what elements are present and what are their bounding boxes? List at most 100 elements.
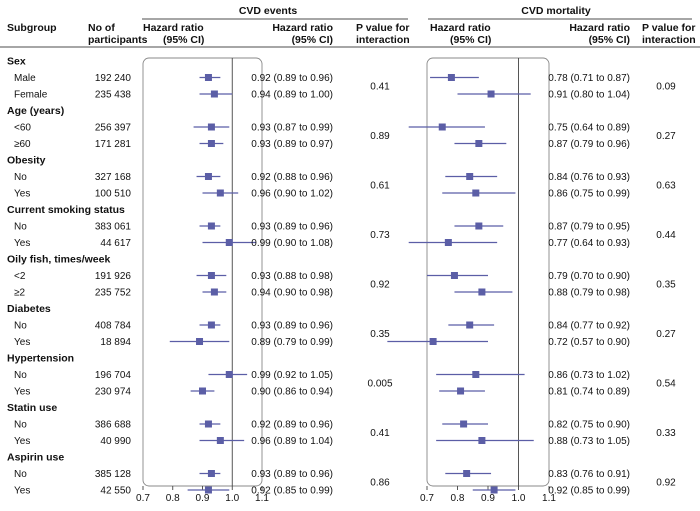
point-mortality-sex-female xyxy=(487,90,495,98)
point-events-age-years-60 xyxy=(207,123,215,131)
x-tick-label-mortality-0-9: 0.9 xyxy=(481,493,495,504)
header-hr-text-mortality-2: (95% CI) xyxy=(589,34,630,46)
hr-text-mortality-oily-fish-times-week-2: 0.79 (0.70 to 0.90) xyxy=(548,271,630,282)
point-events-obesity-no xyxy=(204,173,212,180)
group-label-statin-use: Statin use xyxy=(7,402,57,414)
point-mortality-oily-fish-times-week-2 xyxy=(450,272,458,279)
hr-text-events-age-years-60: 0.93 (0.87 to 0.99) xyxy=(251,123,333,134)
plot-frame-mortality xyxy=(426,57,550,487)
header-hr-plot-mortality-1: Hazard ratio xyxy=(430,22,491,34)
participants-statin-use-no: 386 688 xyxy=(95,420,132,431)
participants-aspirin-use-yes: 42 550 xyxy=(100,486,131,497)
participants-obesity-no: 327 168 xyxy=(95,172,132,183)
p-interaction-mortality-oily-fish-times-week: 0.35 xyxy=(656,279,676,290)
group-label-diabetes: Diabetes xyxy=(7,303,51,315)
point-mortality-age-years-60 xyxy=(438,123,446,131)
row-label-obesity-yes: Yes xyxy=(14,189,30,200)
hr-text-mortality-diabetes-yes: 0.72 (0.57 to 0.90) xyxy=(548,337,630,348)
participants-sex-male: 192 240 xyxy=(95,73,132,84)
x-tick-label-mortality-0-7: 0.7 xyxy=(420,493,434,504)
hr-text-mortality-age-years-60: 0.87 (0.79 to 0.96) xyxy=(548,139,630,150)
hr-text-events-oily-fish-times-week-2: 0.94 (0.90 to 0.98) xyxy=(251,288,333,299)
group-label-hypertension: Hypertension xyxy=(7,353,74,365)
hr-text-mortality-oily-fish-times-week-2: 0.88 (0.79 to 0.98) xyxy=(548,288,630,299)
row-label-current-smoking-status-no: No xyxy=(14,222,27,233)
hr-text-mortality-diabetes-no: 0.84 (0.77 to 0.92) xyxy=(548,321,630,332)
point-events-current-smoking-status-yes xyxy=(225,239,233,246)
hr-text-events-current-smoking-status-no: 0.93 (0.89 to 0.96) xyxy=(251,222,333,233)
p-interaction-events-current-smoking-status: 0.73 xyxy=(370,230,390,241)
hr-text-events-statin-use-no: 0.92 (0.89 to 0.96) xyxy=(251,420,333,431)
p-interaction-events-hypertension: 0.005 xyxy=(367,378,392,389)
p-interaction-mortality-statin-use: 0.33 xyxy=(656,428,676,439)
header-p-events-2: interaction xyxy=(356,34,410,46)
p-interaction-mortality-hypertension: 0.54 xyxy=(656,378,676,389)
hr-text-mortality-statin-use-no: 0.82 (0.75 to 0.90) xyxy=(548,420,630,431)
p-interaction-events-sex: 0.41 xyxy=(370,81,390,92)
point-mortality-aspirin-use-yes xyxy=(490,486,498,494)
hr-text-mortality-sex-male: 0.78 (0.71 to 0.87) xyxy=(548,73,630,84)
header-hr-text-events-1: Hazard ratio xyxy=(272,22,333,34)
point-events-hypertension-yes xyxy=(199,387,206,395)
header-hr-plot-mortality-2: (95% CI) xyxy=(450,34,491,46)
header-hr-plot-events-1: Hazard ratio xyxy=(143,22,204,34)
hr-text-mortality-obesity-no: 0.84 (0.76 to 0.93) xyxy=(548,172,630,183)
hr-text-mortality-hypertension-no: 0.86 (0.73 to 1.02) xyxy=(548,370,630,381)
hr-text-mortality-age-years-60: 0.75 (0.64 to 0.89) xyxy=(548,123,630,134)
x-tick-label-events-0-8: 0.8 xyxy=(166,493,180,504)
point-events-oily-fish-times-week-2 xyxy=(210,288,218,296)
hr-text-events-sex-male: 0.92 (0.89 to 0.96) xyxy=(251,73,333,84)
participants-oily-fish-times-week-2: 191 926 xyxy=(95,271,132,282)
row-label-hypertension-no: No xyxy=(14,370,27,381)
point-mortality-diabetes-yes xyxy=(429,338,437,345)
point-events-diabetes-no xyxy=(207,321,215,329)
p-interaction-events-diabetes: 0.35 xyxy=(370,329,390,340)
group-label-sex: Sex xyxy=(7,56,26,68)
point-events-oily-fish-times-week-2 xyxy=(207,272,215,279)
forest-rows: Sex Male 192 240 Female 235 438 Age (years) <6… xyxy=(7,56,131,497)
point-mortality-diabetes-no xyxy=(466,321,474,329)
header-hr-text-events-2: (95% CI) xyxy=(292,34,333,46)
p-interaction-events-aspirin-use: 0.86 xyxy=(370,477,390,488)
row-label-sex-male: Male xyxy=(14,73,36,84)
point-mortality-oily-fish-times-week-2 xyxy=(478,288,486,296)
panel-title-cvd-events: CVD events xyxy=(239,5,298,17)
group-label-age-years: Age (years) xyxy=(7,105,64,117)
header-hr-text-mortality-1: Hazard ratio xyxy=(569,22,630,34)
hr-text-events-diabetes-yes: 0.89 (0.79 to 0.99) xyxy=(251,337,333,348)
point-events-current-smoking-status-no xyxy=(207,222,215,230)
panel-title-cvd-mortality: CVD mortality xyxy=(521,5,591,17)
group-label-aspirin-use: Aspirin use xyxy=(7,452,64,464)
participants-obesity-yes: 100 510 xyxy=(95,189,132,200)
p-interaction-events-obesity: 0.61 xyxy=(370,180,390,191)
point-events-statin-use-no xyxy=(204,420,212,428)
x-tick-label-events-1-1: 1.1 xyxy=(255,493,269,504)
row-label-obesity-no: No xyxy=(14,172,27,183)
hr-text-events-current-smoking-status-yes: 0.99 (0.90 to 1.08) xyxy=(251,238,333,249)
hr-text-mortality-current-smoking-status-yes: 0.77 (0.64 to 0.93) xyxy=(548,238,630,249)
point-mortality-current-smoking-status-yes xyxy=(444,239,452,246)
header-participants-line2: participants xyxy=(88,34,148,46)
participants-hypertension-yes: 230 974 xyxy=(95,387,132,398)
group-label-oily-fish-times-week: Oily fish, times/week xyxy=(7,254,110,266)
point-mortality-obesity-yes xyxy=(472,189,480,197)
hr-text-events-diabetes-no: 0.93 (0.89 to 0.96) xyxy=(251,321,333,332)
row-label-statin-use-yes: Yes xyxy=(14,436,30,447)
row-label-current-smoking-status-yes: Yes xyxy=(14,238,30,249)
point-mortality-hypertension-yes xyxy=(457,387,465,395)
row-label-aspirin-use-no: No xyxy=(14,469,27,480)
hr-text-events-hypertension-yes: 0.90 (0.86 to 0.94) xyxy=(251,387,333,398)
point-mortality-sex-male xyxy=(447,74,455,81)
hr-text-events-oily-fish-times-week-2: 0.93 (0.88 to 0.98) xyxy=(251,271,333,282)
participants-oily-fish-times-week-2: 235 752 xyxy=(95,288,132,299)
p-interaction-mortality-obesity: 0.63 xyxy=(656,180,676,191)
hr-text-mortality-current-smoking-status-no: 0.87 (0.79 to 0.95) xyxy=(548,222,630,233)
hr-text-events-hypertension-no: 0.99 (0.92 to 1.05) xyxy=(251,370,333,381)
header-participants-line1: No of xyxy=(88,22,115,34)
hr-text-mortality-hypertension-yes: 0.81 (0.74 to 0.89) xyxy=(548,387,630,398)
p-interaction-events-oily-fish-times-week: 0.92 xyxy=(370,279,390,290)
hr-text-events-statin-use-yes: 0.96 (0.89 to 1.04) xyxy=(251,436,333,447)
hr-text-events-age-years-60: 0.93 (0.89 to 0.97) xyxy=(251,139,333,150)
x-tick-label-mortality-1-1: 1.1 xyxy=(542,493,556,504)
